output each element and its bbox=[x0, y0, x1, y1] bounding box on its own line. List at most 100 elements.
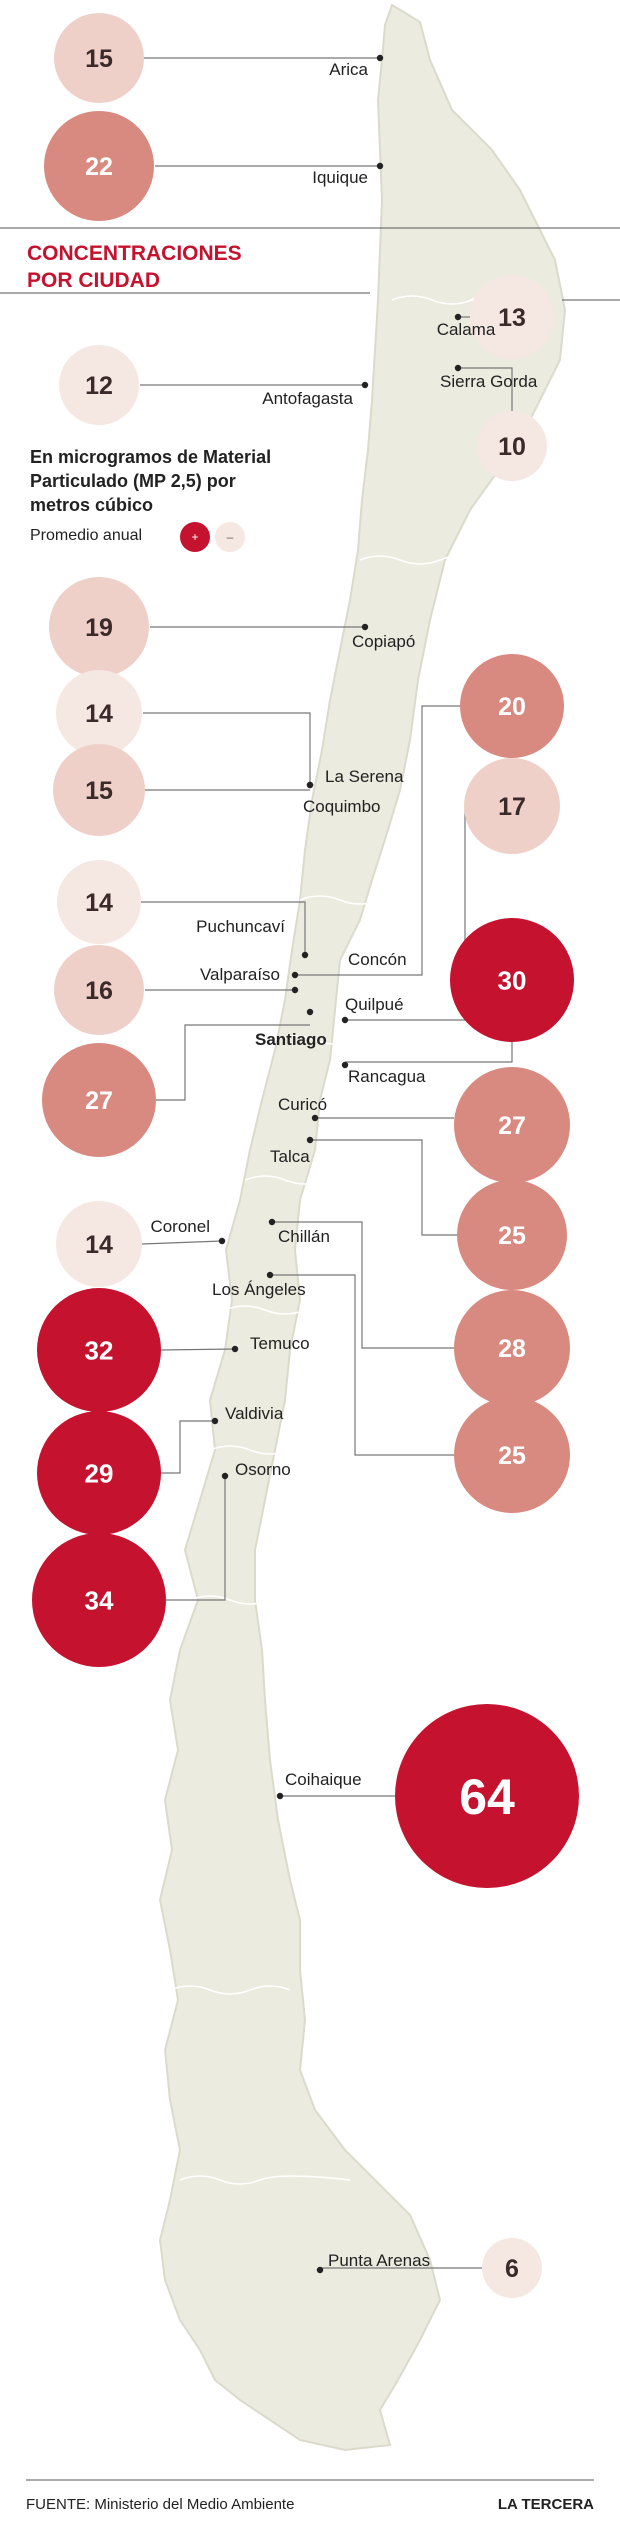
city-dot-coihaique bbox=[276, 1792, 284, 1800]
connector-talca bbox=[310, 1139, 457, 1236]
value-label-valdivia: 29 bbox=[85, 1458, 114, 1488]
bubble-valdivia bbox=[37, 1411, 161, 1535]
city-points bbox=[211, 54, 462, 2274]
city-dot-calama bbox=[454, 313, 462, 321]
connector-temuco bbox=[160, 1348, 236, 1351]
region-divider bbox=[274, 1035, 381, 1045]
city-dot-temuco bbox=[231, 1345, 239, 1353]
value-label-rancagua: 30 bbox=[498, 965, 527, 995]
city-label-coronel: Coronel bbox=[150, 1217, 210, 1236]
value-label-coihaique: 64 bbox=[459, 1769, 515, 1825]
value-label-concon: 20 bbox=[498, 693, 526, 721]
region-divider bbox=[299, 895, 401, 905]
bubble-iquique bbox=[44, 111, 154, 221]
city-label-antofagasta: Antofagasta bbox=[262, 389, 353, 408]
title-line-2: POR CIUDAD bbox=[27, 269, 161, 292]
city-label-valdivia: Valdivia bbox=[225, 1404, 284, 1423]
city-dot-los-angeles bbox=[266, 1271, 274, 1279]
subtitle-line-3: metros cúbico bbox=[30, 495, 154, 515]
city-label-osorno: Osorno bbox=[235, 1460, 291, 1479]
city-label-punta-arenas: Punta Arenas bbox=[328, 2251, 430, 2270]
chart-subtitle: En microgramos de Material Particulado (… bbox=[30, 445, 330, 517]
city-label-coquimbo: Coquimbo bbox=[303, 797, 381, 816]
value-label-puchuncavi: 14 bbox=[85, 889, 113, 917]
connector-santiago bbox=[156, 1024, 310, 1101]
value-label-coquimbo: 15 bbox=[85, 777, 113, 805]
city-labels: Arica Iquique Calama Sierra Gorda Antofagast… bbox=[150, 60, 537, 2270]
bubble-quilpue bbox=[464, 758, 560, 854]
city-label-sierra-gorda: Sierra Gorda bbox=[440, 372, 538, 391]
city-dot-coquimbo bbox=[306, 781, 314, 789]
value-label-sierra-gorda: 10 bbox=[498, 433, 526, 461]
bubble-coquimbo bbox=[53, 744, 145, 836]
value-label-talca: 25 bbox=[498, 1222, 526, 1250]
bubble-osorno bbox=[32, 1533, 166, 1667]
subtitle-line-2: Particulado (MP 2,5) por bbox=[30, 471, 236, 491]
city-dot-quilpue bbox=[341, 1016, 349, 1024]
bubble-talca bbox=[457, 1180, 567, 1290]
city-dot-arica bbox=[376, 54, 384, 62]
city-dot-valparaiso bbox=[291, 986, 299, 994]
bubble-coihaique bbox=[395, 1704, 579, 1888]
value-label-osorno: 34 bbox=[85, 1585, 114, 1615]
city-label-talca: Talca bbox=[270, 1147, 310, 1166]
value-label-valparaiso: 16 bbox=[85, 977, 113, 1005]
city-dot-sierra-gorda bbox=[454, 364, 462, 372]
bubble-sierra-gorda bbox=[477, 411, 547, 481]
bubble-temuco bbox=[37, 1288, 161, 1412]
value-label-iquique: 22 bbox=[85, 153, 113, 181]
city-dot-rancagua bbox=[341, 1061, 349, 1069]
connector-rancagua bbox=[345, 1042, 513, 1063]
region-divider bbox=[224, 1305, 326, 1315]
city-dot-osorno bbox=[221, 1472, 229, 1480]
city-label-curico: Curicó bbox=[278, 1095, 327, 1114]
city-label-chillan: Chillán bbox=[278, 1227, 330, 1246]
bubble-calama bbox=[470, 275, 554, 359]
city-label-los-angeles: Los Ángeles bbox=[212, 1280, 306, 1299]
connector-osorno bbox=[166, 1476, 226, 1601]
legend-low-dot: – bbox=[215, 522, 245, 552]
region-divider bbox=[359, 555, 481, 565]
bubble-chillan bbox=[454, 1290, 570, 1406]
bubble-punta-arenas bbox=[482, 2238, 542, 2298]
region-divider bbox=[179, 2175, 351, 2185]
city-dot-coronel bbox=[218, 1237, 226, 1245]
city-label-valparaiso: Valparaíso bbox=[200, 965, 280, 984]
city-dot-puchuncavi bbox=[301, 951, 309, 959]
bubble-santiago bbox=[42, 1043, 156, 1157]
connector-chillan bbox=[272, 1221, 454, 1349]
city-label-iquique: Iquique bbox=[312, 168, 368, 187]
value-bubbles: 15 22 13 10 12 19 14 15 14 16 20 17 27 30 27 25 28 14 25 32… bbox=[32, 13, 579, 2298]
value-label-calama: 13 bbox=[498, 304, 526, 332]
value-label-la-serena: 14 bbox=[85, 700, 113, 728]
bubble-los-angeles bbox=[454, 1397, 570, 1513]
value-label-coronel: 14 bbox=[85, 1231, 113, 1259]
value-label-temuco: 32 bbox=[85, 1335, 114, 1365]
city-dot-valdivia bbox=[211, 1417, 219, 1425]
city-label-coihaique: Coihaique bbox=[285, 1770, 362, 1789]
city-label-la-serena: La Serena bbox=[325, 767, 404, 786]
value-label-arica: 15 bbox=[85, 45, 113, 73]
city-dot-iquique bbox=[376, 162, 384, 170]
value-label-chillan: 28 bbox=[498, 1335, 526, 1363]
region-divider bbox=[169, 1985, 291, 1995]
value-label-antofagasta: 12 bbox=[85, 372, 113, 400]
city-label-copiapo: Copiapó bbox=[352, 632, 415, 651]
city-label-puchuncavi: Puchuncaví bbox=[196, 917, 285, 936]
city-dot-antofagasta bbox=[361, 381, 369, 389]
bubble-rancagua bbox=[450, 918, 574, 1042]
city-label-rancagua: Rancagua bbox=[348, 1067, 426, 1086]
bubble-antofagasta bbox=[59, 345, 139, 425]
city-dot-santiago bbox=[306, 1008, 314, 1016]
city-label-concon: Concón bbox=[348, 950, 407, 969]
chile-silhouette bbox=[158, 3, 567, 2452]
connector-coronel bbox=[141, 1240, 223, 1245]
value-label-los-angeles: 25 bbox=[498, 1442, 526, 1470]
connector-concon bbox=[295, 705, 460, 976]
connector-valdivia bbox=[161, 1420, 215, 1474]
bubble-curico bbox=[454, 1067, 570, 1183]
city-dot-concon bbox=[291, 971, 299, 979]
city-label-quilpue: Quilpué bbox=[345, 995, 404, 1014]
